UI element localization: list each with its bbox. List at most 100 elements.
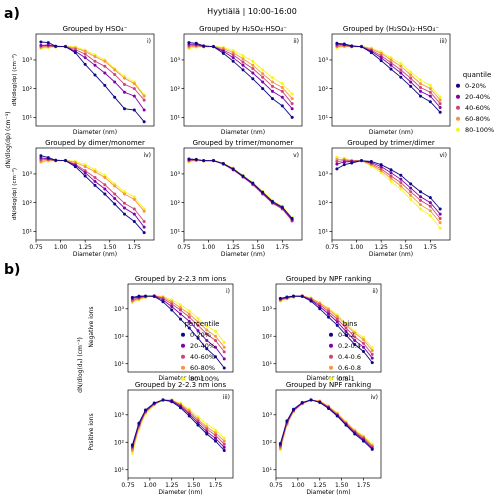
data-point (251, 181, 255, 185)
data-point (103, 71, 107, 75)
data-point (142, 209, 146, 213)
data-point (83, 165, 87, 169)
y-tick-label: 10¹ (262, 361, 273, 368)
data-point (335, 155, 339, 159)
panel-label: iv) (143, 152, 151, 159)
data-point (280, 85, 284, 89)
data-point (196, 329, 200, 333)
data-point (113, 192, 117, 196)
data-point (39, 156, 43, 160)
data-point (389, 67, 393, 71)
data-point (370, 352, 374, 356)
data-point (335, 160, 339, 164)
data-point (271, 89, 274, 93)
y-tick-label: 10³ (170, 171, 181, 178)
legend-entry: 40-60% (190, 353, 215, 361)
data-point (231, 51, 235, 55)
x-tick-label: 1.00 (54, 244, 68, 251)
data-point (389, 171, 393, 175)
y-tick-label: 10² (22, 86, 33, 93)
data-point (261, 68, 265, 72)
y-tick-label: 10² (318, 86, 329, 93)
data-point (409, 186, 413, 190)
data-point (344, 423, 348, 427)
data-point (179, 406, 182, 410)
data-point (389, 168, 393, 172)
data-point (370, 349, 374, 353)
data-point (438, 207, 442, 211)
data-point (202, 44, 206, 48)
data-point (179, 306, 182, 310)
data-point (309, 398, 313, 402)
data-point (170, 300, 174, 304)
x-tick-label: 0.75 (29, 244, 43, 251)
data-point (399, 75, 403, 79)
data-point (370, 346, 374, 350)
data-point (113, 184, 117, 188)
data-point (196, 316, 200, 320)
legend-marker (456, 94, 460, 99)
data-point (438, 221, 442, 225)
x-tick-label: 1.25 (165, 482, 179, 489)
data-point (342, 163, 346, 167)
data-point (362, 341, 365, 345)
data-point (83, 49, 87, 53)
y-tick-label: 10¹ (318, 229, 329, 236)
chart-panel: Grouped by dimer/monomer iv) 10¹ 10² 10³ 0.75… (11, 139, 155, 258)
data-point (142, 225, 146, 229)
data-point (419, 207, 422, 211)
data-point (196, 336, 200, 340)
data-point (205, 328, 209, 332)
data-point (187, 309, 191, 313)
data-point (73, 51, 77, 55)
data-point (214, 433, 217, 437)
panel-title: Grouped by dimer/monomer (45, 139, 145, 147)
data-point (399, 173, 403, 177)
legend-entry: 40-60% (465, 104, 490, 112)
data-point (222, 449, 226, 453)
data-point (142, 108, 146, 112)
series-line (279, 399, 373, 450)
chart-panel: Grouped by (H₂SO₄)₂·HSO₄⁻iii) 10¹ 10² 10³ Di… (318, 25, 451, 136)
data-point (83, 169, 87, 173)
chart-panel: Grouped by H₂SO₄·HSO₄⁻ ii) 10¹ 10² 10³ Diamet… (170, 25, 303, 136)
data-point (290, 115, 294, 119)
data-point (187, 315, 191, 319)
data-point (261, 80, 265, 84)
data-point (428, 214, 432, 218)
panel-label: ii) (372, 288, 378, 295)
data-point (419, 198, 422, 202)
legend-title: percentile (184, 320, 219, 328)
data-point (170, 305, 174, 309)
x-axis-label: Diameter (nm) (306, 489, 350, 496)
data-point (428, 196, 432, 200)
data-point (342, 160, 346, 164)
y-tick-label: 10¹ (170, 229, 181, 236)
x-tick-label: 1.00 (202, 244, 216, 251)
data-point (187, 414, 191, 418)
data-point (350, 44, 354, 48)
data-point (370, 361, 374, 365)
data-point (144, 294, 147, 298)
x-axis-label: Diameter (nm) (158, 489, 202, 496)
data-point (309, 299, 313, 303)
panel-title: Grouped by NPF ranking (286, 381, 371, 389)
data-point (130, 443, 134, 447)
legend-marker (181, 332, 185, 337)
data-point (419, 195, 422, 199)
data-point (369, 160, 373, 164)
legend-quantile: quantile 0-20% 20-40% 40-60% 60-80% 80-100% (456, 71, 494, 134)
data-point (214, 339, 217, 343)
y-tick-label: 10² (262, 440, 273, 447)
plot-area (35, 147, 155, 241)
data-point (369, 51, 373, 55)
data-point (327, 315, 330, 319)
data-point (419, 203, 422, 207)
y-tick-label: 10³ (22, 57, 33, 64)
data-point (389, 61, 393, 65)
data-point (179, 308, 182, 312)
legend-entry: 0-20% (465, 82, 486, 90)
x-tick-label: 1.25 (313, 482, 327, 489)
data-point (123, 190, 126, 194)
data-point (344, 326, 348, 330)
